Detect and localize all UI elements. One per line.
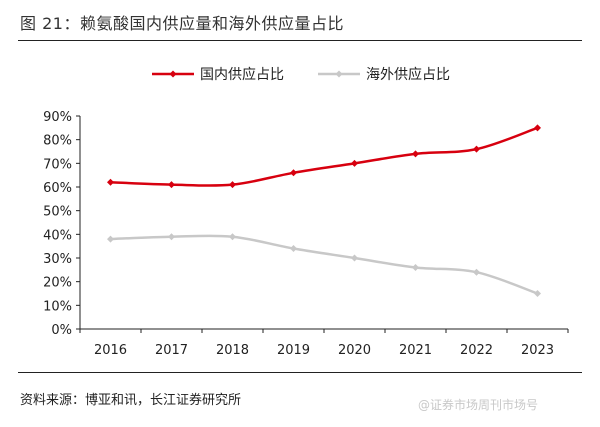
data-point	[534, 290, 541, 297]
y-tick-label: 40%	[43, 228, 72, 243]
x-tick-label: 2018	[216, 343, 249, 358]
legend-label: 海外供应占比	[366, 66, 450, 83]
legend-marker	[169, 70, 177, 78]
data-point	[534, 124, 541, 132]
data-point	[229, 233, 236, 241]
data-point	[229, 181, 236, 189]
data-point	[107, 235, 114, 243]
x-tick-label: 2021	[399, 343, 432, 358]
x-tick-label: 2020	[338, 343, 371, 358]
y-tick-label: 60%	[43, 181, 72, 196]
data-point	[412, 263, 419, 271]
y-tick-label: 50%	[43, 205, 72, 220]
data-point	[473, 268, 480, 276]
legend-label: 国内供应占比	[200, 66, 284, 83]
data-point	[107, 178, 114, 186]
data-point	[473, 145, 480, 153]
data-point	[412, 150, 419, 158]
y-tick-label: 90%	[43, 110, 72, 125]
data-point	[290, 245, 297, 253]
figure-title: 图 21：赖氨酸国内供应量和海外供应量占比	[20, 14, 344, 33]
x-tick-label: 2019	[277, 343, 310, 358]
series-line	[110, 234, 538, 295]
y-tick-label: 80%	[43, 134, 72, 149]
x-tick-label: 2016	[94, 343, 127, 358]
x-tick-label: 2023	[521, 343, 554, 358]
data-point	[351, 159, 358, 167]
x-tick-label: 2017	[155, 343, 188, 358]
y-tick-label: 30%	[43, 252, 72, 267]
data-point	[168, 233, 175, 241]
bottom-divider	[18, 372, 582, 373]
watermark: @证券市场周刊市场号	[418, 398, 539, 412]
source-note: 资料来源：博亚和讯，长江证券研究所	[20, 393, 242, 408]
data-point	[351, 254, 358, 262]
y-tick-label: 0%	[51, 323, 72, 338]
title-divider	[18, 40, 582, 41]
y-tick-label: 20%	[43, 276, 72, 291]
data-point	[168, 181, 175, 189]
y-tick-label: 10%	[43, 299, 72, 314]
legend-marker	[335, 70, 343, 78]
y-tick-label: 70%	[43, 157, 72, 172]
series-line	[110, 126, 538, 187]
data-point	[290, 169, 297, 177]
x-tick-label: 2022	[460, 343, 493, 358]
